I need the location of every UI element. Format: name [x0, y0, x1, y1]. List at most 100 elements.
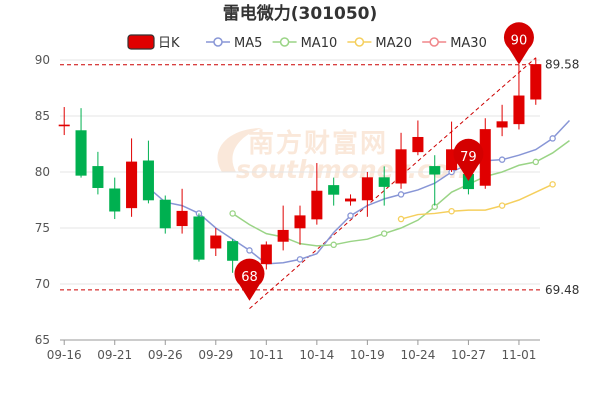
legend-label: MA5 — [234, 36, 262, 51]
ma-point-ma10 — [380, 230, 388, 237]
ma-point-ma20 — [397, 215, 405, 223]
ma-point-ma10 — [532, 158, 540, 166]
watermark: 南方财富网 southmoney.com — [217, 128, 475, 184]
candle — [210, 228, 222, 256]
legend-label: 日K — [158, 36, 180, 51]
y-tick-label: 80 — [35, 165, 50, 179]
legend-marker-swatch — [354, 37, 365, 47]
candle — [142, 140, 154, 204]
candle — [227, 239, 239, 273]
candle-body — [361, 177, 373, 201]
ma-line-ma20 — [400, 183, 553, 220]
legend-item: 日K — [127, 34, 180, 51]
candle — [395, 132, 407, 189]
ma-point-ma5 — [498, 156, 506, 163]
legend-candle-swatch — [127, 34, 155, 50]
y-tick-label: 90 — [35, 53, 50, 67]
candle — [378, 166, 390, 206]
candle-body — [378, 177, 390, 187]
ma-point-ma5 — [347, 212, 354, 219]
price-marker: 79 — [453, 138, 484, 181]
ma-point-ma5 — [549, 135, 556, 142]
ma-line-ma10 — [232, 140, 570, 247]
ma-point-ma5 — [296, 256, 304, 263]
candle-body — [210, 235, 222, 249]
legend-item: MA30 — [422, 36, 487, 51]
candle-body — [176, 210, 188, 227]
candle-body — [395, 149, 407, 184]
watermark-main-text: 南方财富网 — [248, 128, 388, 159]
candle-body — [58, 124, 70, 127]
candle — [176, 188, 188, 234]
legend-marker-swatch — [279, 37, 290, 47]
candle — [311, 163, 323, 225]
watermark-swoosh-icon — [217, 128, 262, 172]
ma-point-ma20 — [498, 202, 506, 209]
price-markers: 90 79 68 — [234, 22, 534, 301]
candle-body — [126, 161, 138, 209]
x-tick-label: 10-14 — [299, 348, 334, 362]
ma-point-ma5 — [397, 191, 405, 198]
price-marker-label: 68 — [241, 270, 258, 285]
price-marker-pin-icon — [453, 138, 484, 181]
x-tick-label: 09-29 — [198, 348, 233, 362]
ma-point-ma10 — [229, 210, 236, 217]
candle — [328, 177, 340, 206]
candle — [513, 64, 525, 130]
candle-body — [311, 190, 323, 220]
candle — [92, 151, 104, 195]
candle-body — [277, 229, 289, 242]
candle-body — [412, 136, 424, 153]
candle-body — [429, 166, 441, 175]
y-tick-label: 65 — [35, 333, 50, 347]
trendline — [249, 57, 537, 310]
x-tick-label: 10-24 — [400, 348, 435, 362]
x-tick-label: 11-01 — [502, 348, 537, 362]
candles — [58, 57, 542, 298]
ma-point-ma5 — [246, 247, 253, 254]
candle — [294, 205, 306, 245]
candle-body — [159, 199, 171, 229]
candle-body — [75, 130, 87, 176]
legend-label: MA30 — [450, 36, 487, 51]
candle — [361, 172, 373, 217]
candle — [109, 177, 121, 220]
y-tick-label: 75 — [35, 221, 50, 235]
price-marker-pin-icon — [234, 258, 265, 301]
price-marker: 90 — [503, 22, 534, 65]
candle — [159, 195, 171, 234]
legend-label: MA10 — [301, 36, 338, 51]
candle — [277, 205, 289, 251]
legend-item: MA10 — [272, 36, 338, 51]
candle-body — [513, 95, 525, 125]
x-tick-label: 10-19 — [350, 348, 385, 362]
legend-label: MA20 — [375, 36, 412, 51]
x-axis: 09-16 09-21 09-26 09-29 10-11 10-14 10-19 10-24… — [47, 339, 540, 362]
y-tick-label: 70 — [35, 277, 50, 291]
price-marker-pin-icon — [503, 22, 534, 65]
y-axis: 65 70 75 80 85 90 — [35, 53, 50, 347]
x-tick-label: 09-21 — [97, 348, 132, 362]
reference-lines: 89.58 69.48 — [60, 58, 579, 297]
candle-body — [142, 160, 154, 201]
candle-body — [109, 188, 121, 212]
x-tick-label: 10-27 — [451, 348, 486, 362]
candle-body — [193, 216, 205, 260]
x-tick-label: 09-26 — [148, 348, 183, 362]
legend: 日K MA5 MA10 MA20 MA30 — [127, 34, 487, 51]
candle-body — [92, 166, 104, 188]
chart-title: 雷电微力(301050) — [223, 3, 378, 24]
legend-item: MA5 — [206, 36, 262, 51]
candle — [496, 104, 508, 137]
candle-body — [345, 198, 357, 202]
price-marker: 68 — [234, 258, 265, 301]
candle-body — [227, 241, 239, 261]
candle-body — [294, 215, 306, 229]
ma-point-ma20 — [549, 181, 556, 188]
reference-line-label: 89.58 — [545, 58, 579, 72]
candle — [58, 107, 70, 136]
candle — [75, 108, 87, 178]
candle — [530, 57, 542, 105]
